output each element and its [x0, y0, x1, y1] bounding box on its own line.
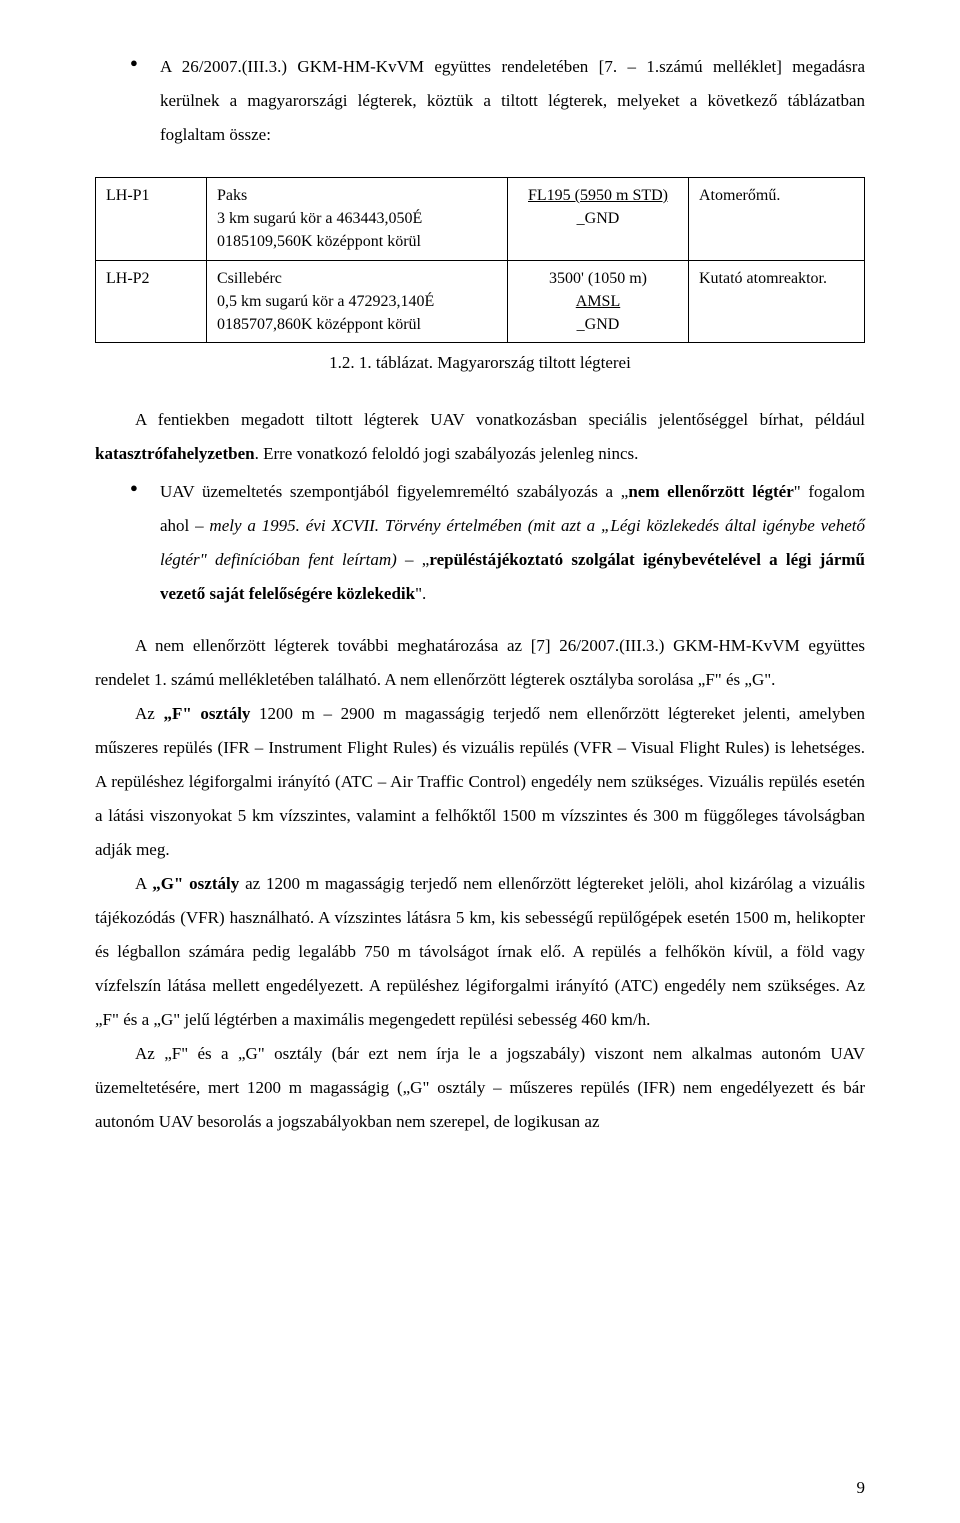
- text: A fentiekben megadott tiltott légterek U…: [135, 410, 799, 429]
- text: 3500' (1050 m): [549, 270, 647, 287]
- text: UAV üzemeltetés szempontjából figyelemre…: [160, 482, 628, 501]
- text: katasztrófahelyzetben: [95, 444, 255, 463]
- table-caption: 1.2. 1. táblázat. Magyarország tiltott l…: [95, 353, 865, 373]
- text: nem ellenőrzött légtér: [628, 482, 793, 501]
- text: 0185109,560K középpont körül: [217, 233, 421, 250]
- cell-note: Kutató atomreaktor.: [689, 260, 865, 343]
- bullet-icon: ●: [130, 475, 160, 611]
- text: Az „F" és a „G" osztály (bár ezt nem írj…: [95, 1044, 865, 1131]
- cell-detail: Csillebérc 0,5 km sugarú kör a 472923,14…: [207, 260, 508, 343]
- text: Az: [135, 704, 163, 723]
- cell-detail: Paks 3 km sugarú kör a 463443,050É 01851…: [207, 178, 508, 261]
- cell-designator: LH-P2: [96, 260, 207, 343]
- paragraph: A nem ellenőrzött légterek további megha…: [95, 629, 865, 697]
- text: 0,5 km sugarú kör a 472923,140É: [217, 293, 434, 310]
- paragraph: A fentiekben megadott tiltott légterek U…: [95, 403, 865, 471]
- text: az 1200 m magasságig terjedő nem ellenőr…: [95, 874, 865, 1029]
- prohibited-airspace-table: LH-P1 Paks 3 km sugarú kör a 463443,050É…: [95, 177, 865, 343]
- cell-altitude: FL195 (5950 m STD) _GND: [508, 178, 689, 261]
- text: Kutató atomreaktor.: [699, 270, 827, 287]
- text: 0185707,860K középpont körül: [217, 316, 421, 333]
- text: Atomerőmű.: [699, 187, 780, 204]
- cell-altitude: 3500' (1050 m) AMSL _GND: [508, 260, 689, 343]
- paragraph: A „G" osztály az 1200 m magasságig terje…: [95, 867, 865, 1037]
- text: , például: [799, 410, 865, 429]
- text: FL195 (5950 m STD): [528, 187, 668, 204]
- cell-designator: LH-P1: [96, 178, 207, 261]
- table-row: LH-P2 Csillebérc 0,5 km sugarú kör a 472…: [96, 260, 865, 343]
- text: . Erre vonatkozó feloldó jogi szabályozá…: [255, 444, 639, 463]
- page-number: 9: [857, 1478, 866, 1498]
- text: „G" osztály: [152, 874, 239, 893]
- paragraph: Az „F" osztály 1200 m – 2900 m magassági…: [95, 697, 865, 867]
- text: _GND: [577, 209, 620, 227]
- text: 3 km sugarú kör a 463443,050É: [217, 210, 422, 227]
- text: – „: [397, 550, 430, 569]
- bullet-icon: ●: [130, 50, 160, 152]
- top-bullet: ● A 26/2007.(III.3.) GKM-HM-KvVM együtte…: [130, 50, 865, 152]
- text: „F" osztály: [163, 704, 250, 723]
- text: ".: [415, 584, 426, 603]
- page: ● A 26/2007.(III.3.) GKM-HM-KvVM együtte…: [0, 0, 960, 1523]
- text: A nem ellenőrzött légterek további megha…: [95, 636, 865, 689]
- cell-note: Atomerőmű.: [689, 178, 865, 261]
- text: _GND: [577, 316, 620, 333]
- text: AMSL: [576, 293, 620, 310]
- second-bullet: ● UAV üzemeltetés szempontjából figyelem…: [130, 475, 865, 611]
- table-row: LH-P1 Paks 3 km sugarú kör a 463443,050É…: [96, 178, 865, 261]
- second-bullet-text: UAV üzemeltetés szempontjából figyelemre…: [160, 475, 865, 611]
- text: Csillebérc: [217, 270, 282, 287]
- text: LH-P2: [106, 270, 150, 287]
- top-bullet-text: A 26/2007.(III.3.) GKM-HM-KvVM együttes …: [160, 50, 865, 152]
- text: Paks: [217, 187, 247, 204]
- text: LH-P1: [106, 187, 150, 204]
- text: 1200 m – 2900 m magasságig terjedő nem e…: [95, 704, 865, 859]
- text: A: [135, 874, 152, 893]
- paragraph: Az „F" és a „G" osztály (bár ezt nem írj…: [95, 1037, 865, 1139]
